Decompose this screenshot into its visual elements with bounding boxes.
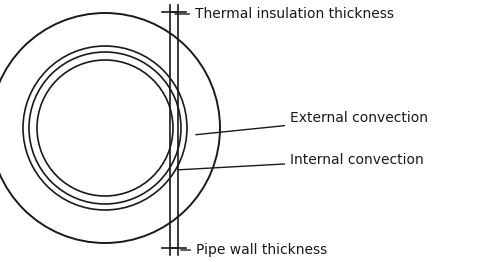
Text: External convection: External convection xyxy=(196,111,428,135)
Text: Pipe wall thickness: Pipe wall thickness xyxy=(181,243,327,257)
Text: Thermal insulation thickness: Thermal insulation thickness xyxy=(175,7,394,21)
Text: Internal convection: Internal convection xyxy=(178,153,424,170)
